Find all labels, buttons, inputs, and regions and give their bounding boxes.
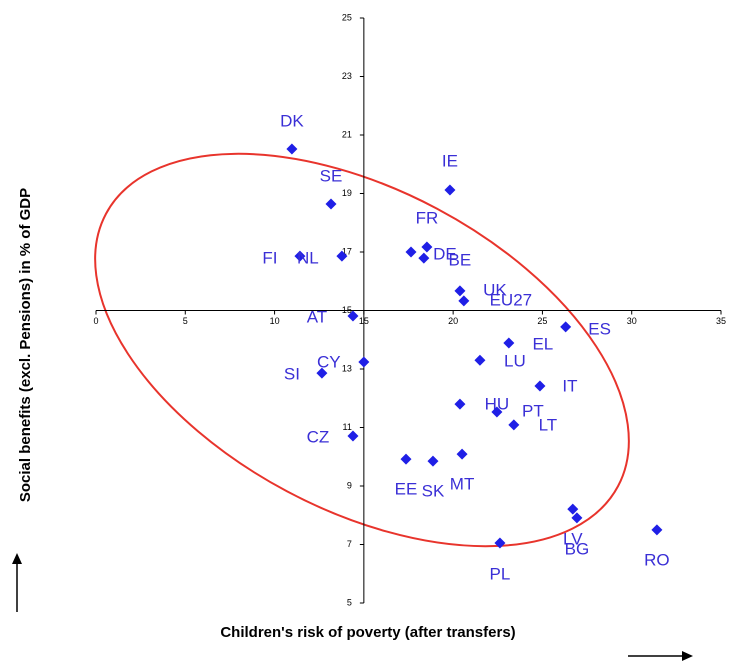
data-point [456, 448, 468, 460]
point-label: LV [563, 530, 583, 549]
data-point [494, 537, 506, 549]
y-tick-label: 9 [347, 480, 352, 490]
x-tick-label: 0 [93, 316, 98, 326]
point-label: PL [490, 565, 511, 584]
x-tick-label: 15 [359, 316, 369, 326]
data-point [418, 252, 430, 264]
data-point [503, 337, 515, 349]
point-label: CZ [307, 427, 330, 446]
point-label: EL [532, 334, 553, 353]
point-label: UK [483, 280, 507, 299]
y-tick-label: 25 [342, 12, 352, 22]
point-label: BG [565, 539, 590, 558]
point-label: CY [317, 352, 341, 371]
point-label: ES [588, 319, 611, 338]
data-point [347, 310, 359, 322]
y-arrow [12, 553, 22, 612]
data-point [336, 250, 348, 262]
x-tick-label: 35 [716, 316, 726, 326]
point-label: SE [320, 167, 343, 186]
data-point [567, 503, 579, 515]
point-label: EE [395, 480, 418, 499]
y-tick-label: 13 [342, 363, 352, 373]
y-tick-label: 5 [347, 597, 352, 607]
data-point [560, 321, 572, 333]
y-tick-label: 17 [342, 246, 352, 256]
data-point [347, 430, 359, 442]
y-tick-label: 11 [343, 422, 352, 432]
data-point [454, 398, 466, 410]
data-point [421, 241, 433, 253]
point-label: NL [297, 249, 319, 268]
point-label: FR [416, 208, 439, 227]
point-label: IT [562, 376, 577, 395]
point-label: LU [504, 352, 526, 371]
data-point [454, 285, 466, 297]
data-point [316, 367, 328, 379]
y-axis-title: Social benefits (excl. Pensions) in % of… [17, 188, 34, 502]
point-label: HU [485, 395, 510, 414]
point-label: SI [284, 365, 300, 384]
point-label: PT [522, 401, 544, 420]
x-tick-label: 30 [627, 316, 637, 326]
y-tick-label: 19 [342, 188, 352, 198]
y-tick-label: 21 [342, 129, 352, 139]
point-label: AT [307, 308, 327, 327]
data-point [294, 250, 306, 262]
x-axis-title: Children's risk of poverty (after transf… [220, 624, 515, 641]
point-label: IE [442, 151, 458, 170]
data-point [571, 512, 583, 524]
point-label: LT [539, 415, 558, 434]
data-point [491, 406, 503, 418]
y-tick-label: 15 [342, 305, 352, 315]
data-point [405, 246, 417, 258]
point-label: EU27 [490, 290, 533, 309]
x-arrow [628, 651, 693, 661]
x-tick-label: 10 [270, 316, 280, 326]
data-point [400, 453, 412, 465]
data-point [458, 295, 470, 307]
point-label: SK [422, 482, 445, 501]
point-label: RO [644, 550, 670, 569]
data-point [474, 354, 486, 366]
data-point [325, 198, 337, 210]
point-label: DE [433, 245, 457, 264]
x-tick-label: 5 [183, 316, 188, 326]
point-label: FI [262, 249, 277, 268]
y-tick-label: 7 [347, 539, 352, 549]
x-tick-label: 20 [448, 316, 458, 326]
data-point [508, 419, 520, 431]
highlight-ellipse [94, 152, 630, 548]
data-point [444, 184, 456, 196]
point-label: MT [450, 475, 475, 494]
data-point [651, 524, 663, 536]
point-label: BE [449, 251, 472, 270]
data-point [427, 455, 439, 467]
data-point [534, 380, 546, 392]
data-point [358, 356, 370, 368]
data-point [286, 143, 298, 155]
y-tick-label: 23 [342, 71, 352, 81]
point-label: DK [280, 112, 304, 131]
x-tick-label: 25 [537, 316, 547, 326]
